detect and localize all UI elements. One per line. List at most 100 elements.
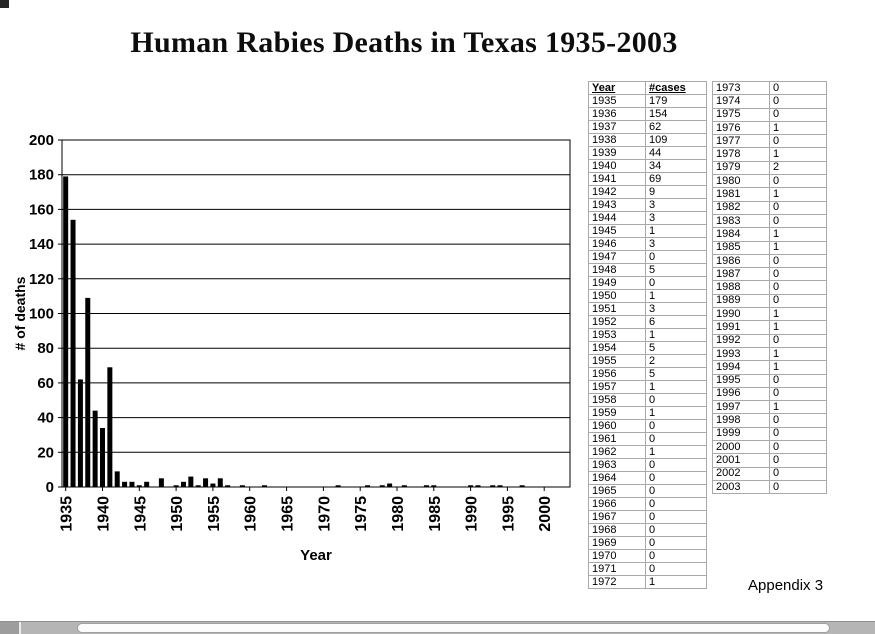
table-row: 1980 0 (713, 175, 827, 189)
bar (225, 485, 231, 487)
cases-cell: 0 (646, 433, 707, 446)
cases-cell: 3 (646, 212, 707, 225)
cases-cell: 5 (646, 264, 707, 277)
cases-cell: 0 (770, 201, 827, 215)
table-row: 1973 0 (713, 82, 827, 96)
year-cell: 1956 (589, 368, 646, 381)
year-cell: 1962 (589, 446, 646, 459)
table-row: 1945 1 (589, 225, 707, 238)
table-row: 1988 0 (713, 281, 827, 295)
cases-cell: 3 (646, 303, 707, 316)
bar (497, 485, 503, 487)
table-row: 1937 62 (589, 121, 707, 134)
table-row: 1992 0 (713, 334, 827, 348)
horizontal-scrollbar[interactable] (0, 621, 875, 634)
year-cell: 1938 (589, 134, 646, 147)
cases-cell: 0 (646, 277, 707, 290)
year-cell: 1937 (589, 121, 646, 134)
x-axis-title: Year (300, 547, 332, 564)
table-row: 1951 3 (589, 303, 707, 316)
table-row: 1962 1 (589, 446, 707, 459)
y-tick-label: 160 (29, 201, 54, 218)
x-tick-label: 1995 (500, 496, 517, 532)
cases-cell: 1 (770, 241, 827, 255)
x-tick-label: 1955 (206, 496, 223, 532)
bar (114, 471, 120, 487)
bar (365, 485, 371, 487)
table-row: 1935 179 (589, 95, 707, 108)
year-cell: 1949 (589, 277, 646, 290)
table-row: 2003 0 (713, 480, 827, 495)
year-cell: 1970 (589, 550, 646, 563)
year-cell: 1984 (713, 228, 770, 242)
bar (99, 428, 105, 487)
table-row: 1959 1 (589, 407, 707, 420)
year-cell: 1983 (713, 214, 770, 229)
year-cell: 1978 (713, 148, 770, 162)
year-cell: 1973 (713, 82, 770, 96)
year-cell: 1957 (589, 381, 646, 394)
cases-cell: 179 (646, 95, 707, 108)
bar (63, 176, 69, 487)
bar (490, 485, 496, 487)
year-cell: 1948 (589, 264, 646, 277)
table-row: 1943 3 (589, 199, 707, 212)
x-tick-label: 1940 (96, 496, 113, 532)
table-row: 1961 0 (589, 433, 707, 446)
table-row: 1982 0 (713, 201, 827, 215)
table-row: 1983 0 (713, 214, 827, 229)
bar (180, 481, 186, 488)
cases-cell: 0 (646, 498, 707, 511)
table-row: 1977 0 (713, 135, 827, 149)
bar (107, 367, 113, 487)
scrollbar-thumb[interactable] (77, 623, 830, 633)
bar (77, 379, 83, 487)
year-cell: 1955 (589, 355, 646, 368)
table-row: 1984 1 (713, 228, 827, 242)
cases-cell: 1 (770, 308, 827, 322)
cases-table-1935-1972: Year #cases 1935 179 1936 154 1937 62 1938 109 193… (588, 81, 707, 589)
cases-cell: 0 (770, 454, 827, 468)
y-tick-label: 180 (29, 167, 54, 184)
cases-cell: 6 (646, 316, 707, 329)
cases-cell: 0 (646, 459, 707, 472)
bar (261, 485, 267, 487)
y-tick-label: 200 (29, 132, 54, 149)
year-cell: 1961 (589, 433, 646, 446)
cases-cell: 1 (770, 188, 827, 202)
slide-corner-mark (0, 0, 9, 8)
cases-cell: 0 (646, 550, 707, 563)
cases-cell: 1 (646, 329, 707, 342)
year-cell: 1981 (713, 188, 770, 202)
table-row: 1969 0 (589, 537, 707, 550)
bar (129, 481, 135, 488)
year-cell: 1963 (589, 459, 646, 472)
x-tick-label: 1935 (59, 496, 76, 532)
year-cell: 1935 (589, 95, 646, 108)
year-cell: 1972 (589, 576, 646, 589)
cases-cell: 1 (770, 321, 827, 335)
year-cell: 1997 (713, 401, 770, 415)
bar (239, 485, 245, 487)
y-axis-title: # of deaths (12, 276, 28, 350)
scrollbar-corner (0, 622, 21, 634)
year-cell: 1941 (589, 173, 646, 186)
plot-border (61, 139, 571, 488)
x-tick-label: 1990 (464, 496, 481, 532)
year-cell: 1950 (589, 290, 646, 303)
cases-cell: 1 (770, 148, 827, 162)
table-row: 1944 3 (589, 212, 707, 225)
year-cell: 1985 (713, 241, 770, 255)
cases-cell: 0 (770, 414, 827, 428)
bar (335, 485, 341, 487)
bar (188, 476, 194, 487)
cases-cell: 0 (646, 485, 707, 498)
year-cell: 1986 (713, 254, 770, 269)
cases-cell: 0 (770, 175, 827, 189)
year-cell: 1944 (589, 212, 646, 225)
cases-cell: 0 (646, 394, 707, 407)
y-tick-label: 60 (37, 375, 54, 392)
cases-cell: 3 (646, 199, 707, 212)
cases-cell: 69 (646, 173, 707, 186)
bar (210, 483, 216, 487)
